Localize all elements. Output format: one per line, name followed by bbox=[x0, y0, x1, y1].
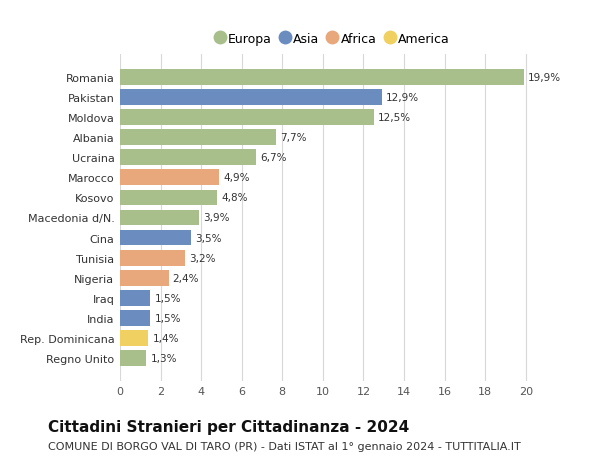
Text: 19,9%: 19,9% bbox=[528, 73, 561, 83]
Legend: Europa, Asia, Africa, America: Europa, Asia, Africa, America bbox=[213, 29, 453, 49]
Bar bbox=[120, 250, 185, 266]
Text: 1,5%: 1,5% bbox=[154, 313, 181, 323]
Bar bbox=[120, 70, 524, 85]
Bar bbox=[120, 170, 220, 186]
Text: 12,9%: 12,9% bbox=[386, 93, 419, 103]
Text: 2,4%: 2,4% bbox=[173, 273, 199, 283]
Bar bbox=[120, 310, 151, 326]
Text: 4,8%: 4,8% bbox=[221, 193, 248, 203]
Bar bbox=[120, 291, 151, 306]
Bar bbox=[120, 110, 374, 126]
Text: 3,9%: 3,9% bbox=[203, 213, 230, 223]
Text: 3,2%: 3,2% bbox=[189, 253, 215, 263]
Text: 1,4%: 1,4% bbox=[152, 333, 179, 343]
Bar bbox=[120, 351, 146, 366]
Text: 6,7%: 6,7% bbox=[260, 153, 286, 163]
Text: Cittadini Stranieri per Cittadinanza - 2024: Cittadini Stranieri per Cittadinanza - 2… bbox=[48, 419, 409, 434]
Bar bbox=[120, 190, 217, 206]
Text: 7,7%: 7,7% bbox=[280, 133, 307, 143]
Text: 12,5%: 12,5% bbox=[377, 113, 411, 123]
Text: 4,9%: 4,9% bbox=[223, 173, 250, 183]
Bar bbox=[120, 210, 199, 226]
Bar bbox=[120, 330, 148, 346]
Text: 1,5%: 1,5% bbox=[154, 293, 181, 303]
Bar bbox=[120, 150, 256, 166]
Bar bbox=[120, 90, 382, 106]
Text: 1,3%: 1,3% bbox=[151, 353, 177, 364]
Bar bbox=[120, 230, 191, 246]
Bar bbox=[120, 130, 276, 146]
Text: 3,5%: 3,5% bbox=[195, 233, 221, 243]
Text: COMUNE DI BORGO VAL DI TARO (PR) - Dati ISTAT al 1° gennaio 2024 - TUTTITALIA.IT: COMUNE DI BORGO VAL DI TARO (PR) - Dati … bbox=[48, 441, 521, 451]
Bar bbox=[120, 270, 169, 286]
